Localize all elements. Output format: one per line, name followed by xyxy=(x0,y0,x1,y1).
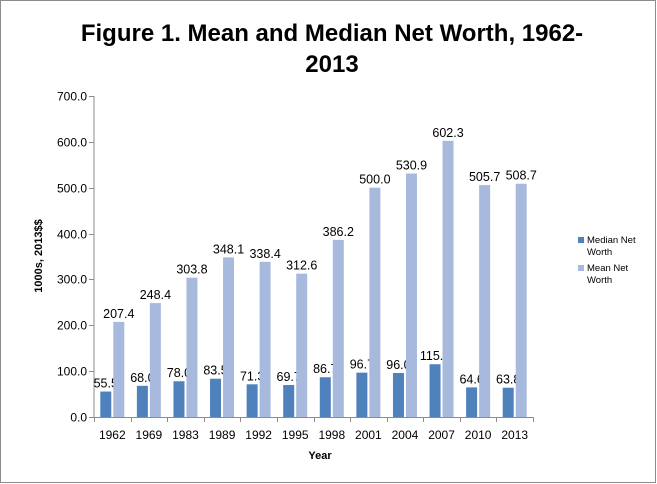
legend-swatch-median xyxy=(578,237,584,243)
mean-data-label: 602.3 xyxy=(432,126,463,140)
y-tick-label: 500.0 xyxy=(57,182,87,196)
mean-bar xyxy=(186,277,198,417)
chart-title-line-1: Figure 1. Mean and Median Net Worth, 196… xyxy=(81,20,583,47)
mean-bar xyxy=(332,239,344,417)
x-tick-label: 2013 xyxy=(501,428,528,442)
mean-data-label: 248.4 xyxy=(140,288,171,302)
median-data-label: 78.0 xyxy=(167,366,191,380)
y-tick-label: 100.0 xyxy=(57,365,87,379)
median-bar xyxy=(502,387,514,417)
x-tick-label: 1995 xyxy=(282,428,309,442)
x-tick-label: 1962 xyxy=(99,428,126,442)
median-bar xyxy=(283,385,295,417)
mean-bar xyxy=(259,261,271,417)
median-data-label: 69.7 xyxy=(277,370,301,384)
mean-bar xyxy=(442,140,454,417)
legend-label-median: Median Net xyxy=(587,235,636,246)
median-data-label: 86.7 xyxy=(313,362,337,376)
mean-bar xyxy=(479,185,491,417)
median-bar xyxy=(429,364,441,417)
x-tick-label: 1998 xyxy=(318,428,345,442)
y-tick-label: 400.0 xyxy=(57,228,87,242)
legend-label-mean: Mean Net xyxy=(587,263,629,274)
mean-bar xyxy=(515,183,527,417)
median-data-label: 63.8 xyxy=(496,373,520,387)
x-axis-title: Year xyxy=(308,450,332,462)
y-tick-label: 600.0 xyxy=(57,136,87,150)
mean-bar xyxy=(405,173,417,417)
median-bar xyxy=(210,378,222,417)
median-data-label: 71.3 xyxy=(240,369,264,383)
y-tick-label: 200.0 xyxy=(57,319,87,333)
plot-area: 0.0 100.0 200.0 300.0 400.0 500.0 600.0 700.0 55… xyxy=(57,90,537,443)
median-data-label: 64.6 xyxy=(459,372,483,386)
mean-data-label: 348.1 xyxy=(213,242,244,256)
legend-label-median: Worth xyxy=(587,247,612,258)
median-bar xyxy=(100,391,112,417)
y-tick-label: 700.0 xyxy=(57,90,87,104)
mean-bar xyxy=(296,273,308,417)
median-bar xyxy=(392,372,404,417)
mean-data-label: 303.8 xyxy=(176,263,207,277)
median-data-label: 68.0 xyxy=(130,371,154,385)
mean-data-label: 386.2 xyxy=(323,225,354,239)
median-data-label: 55.5 xyxy=(94,377,118,391)
median-data-label: 96.0 xyxy=(386,358,410,372)
mean-data-label: 530.9 xyxy=(396,159,427,173)
y-axis-title: 1000s, 2013$$ xyxy=(33,219,45,292)
mean-bar xyxy=(113,321,125,417)
median-bar xyxy=(173,381,185,417)
mean-data-label: 207.4 xyxy=(103,307,134,321)
x-tick-label: 2004 xyxy=(392,428,419,442)
mean-data-label: 338.4 xyxy=(249,247,280,261)
x-tick-label: 1969 xyxy=(136,428,163,442)
x-tick-label: 2010 xyxy=(465,428,492,442)
median-bar xyxy=(319,377,331,417)
median-data-label: 83.5 xyxy=(203,364,227,378)
mean-data-label: 312.6 xyxy=(286,259,317,273)
mean-data-label: 508.7 xyxy=(506,169,537,183)
median-bar xyxy=(356,372,368,417)
mean-data-label: 505.7 xyxy=(469,170,500,184)
mean-bar xyxy=(223,257,235,417)
mean-bar xyxy=(369,187,381,417)
x-tick-label: 1989 xyxy=(209,428,236,442)
median-bar xyxy=(246,384,258,417)
legend-label-mean: Worth xyxy=(587,275,612,286)
x-tick-label: 1992 xyxy=(245,428,272,442)
chart-title-line-2: 2013 xyxy=(305,51,358,78)
mean-bar xyxy=(149,303,161,417)
legend-swatch-mean xyxy=(578,265,584,271)
median-bar xyxy=(136,385,148,417)
median-bar xyxy=(466,387,478,417)
y-tick-label: 0.0 xyxy=(70,411,87,425)
median-data-label: 96.7 xyxy=(350,358,374,372)
x-tick-label: 2007 xyxy=(428,428,455,442)
mean-data-label: 500.0 xyxy=(359,173,390,187)
x-tick-label: 2001 xyxy=(355,428,382,442)
y-tick-label: 300.0 xyxy=(57,273,87,287)
x-tick-label: 1983 xyxy=(172,428,199,442)
